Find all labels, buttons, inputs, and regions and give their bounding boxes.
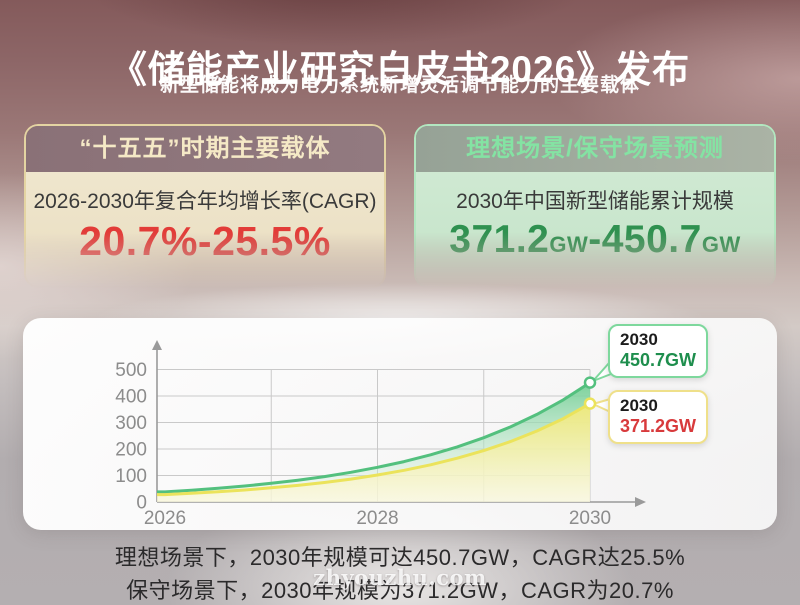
scale-card-value: 371.2GW-450.7GW [416, 218, 774, 262]
svg-text:2030: 2030 [569, 508, 611, 529]
svg-text:400: 400 [115, 387, 147, 408]
cagr-card-body: 2026-2030年复合年均增长率(CAGR) 20.7%-25.5% [26, 172, 384, 286]
scale-value-unit1: GW [549, 232, 589, 257]
svg-text:500: 500 [115, 360, 147, 381]
page-subtitle: 新型储能将成为电力系统新增灵活调节能力的主要载体 [159, 75, 640, 96]
svg-text:2028: 2028 [356, 508, 398, 529]
callout-conservative-value: 371.2GW [620, 416, 697, 436]
callout-conservative-year: 2030 [620, 396, 658, 415]
scale-card: 理想场景/保守场景预测 2030年中国新型储能累计规模 371.2GW-450.… [414, 124, 776, 288]
svg-text:2026: 2026 [144, 508, 186, 529]
growth-chart-svg: 0 100 200 300 400 500 2026 2028 2030 [115, 340, 646, 529]
scale-value-num2: -450.7 [588, 218, 702, 261]
scale-card-body: 2030年中国新型储能累计规模 371.2GW-450.7GW [416, 172, 774, 286]
scale-value-unit2: GW [701, 232, 741, 257]
callout-conservative-2030: 2030 371.2GW [608, 390, 709, 444]
svg-text:300: 300 [115, 413, 147, 434]
svg-text:200: 200 [115, 440, 147, 461]
callout-ideal-2030: 2030 450.7GW [608, 324, 709, 378]
scale-card-label: 2030年中国新型储能累计规模 [456, 190, 734, 213]
watermark: zhyouzhu.com [313, 565, 487, 590]
cagr-card-value: 20.7%-25.5% [79, 218, 331, 264]
chart-panel: 0 100 200 300 400 500 2026 2028 2030 2030 450.7G… [23, 318, 777, 530]
cagr-card-label: 2026-2030年复合年均增长率(CAGR) [33, 190, 377, 213]
svg-text:0: 0 [136, 493, 147, 514]
svg-text:100: 100 [115, 466, 147, 487]
cagr-card: “十五五”时期主要载体 2026-2030年复合年均增长率(CAGR) 20.7… [24, 124, 386, 288]
cagr-card-header: “十五五”时期主要载体 [26, 126, 384, 172]
scale-card-header: 理想场景/保守场景预测 [416, 126, 774, 172]
footnote-ideal: 理想场景下，2030年规模可达450.7GW，CAGR达25.5% [114, 545, 686, 570]
callout-ideal-value: 450.7GW [620, 350, 697, 370]
footnote-conservative: 保守场景下，2030年规模为371.2GW，CAGR为20.7% [126, 578, 674, 603]
page-title: 《储能产业研究白皮书2026》发布 [109, 48, 691, 90]
callout-ideal-year: 2030 [620, 330, 658, 349]
scale-value-num1: 371.2 [449, 218, 550, 261]
